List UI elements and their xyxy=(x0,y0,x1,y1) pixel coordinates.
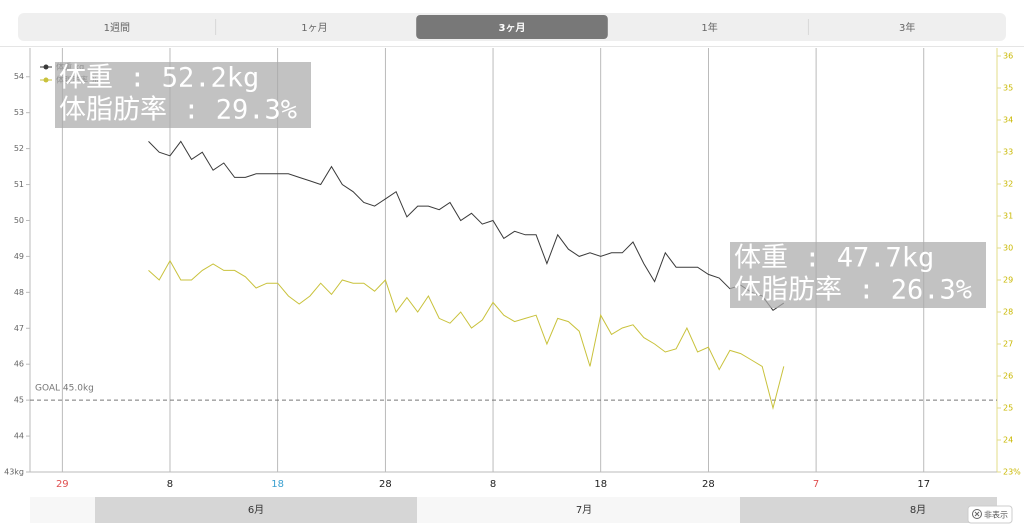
y2-tick-label: 25 xyxy=(1003,404,1013,413)
y-tick-label: 52 xyxy=(14,144,24,153)
annotation-box xyxy=(730,242,986,308)
hide-icon xyxy=(972,509,982,519)
month-label: 7月 xyxy=(576,504,592,516)
annotation-text: 体脂肪率 : 26.3% xyxy=(734,275,972,306)
y2-tick-label: 24 xyxy=(1003,436,1013,445)
annotation-box xyxy=(55,62,311,128)
x-tick-label: 29 xyxy=(56,479,69,490)
y2-tick-label: 32 xyxy=(1003,180,1013,189)
y2-tick-label: 31 xyxy=(1003,212,1013,221)
tab-selected[interactable] xyxy=(416,15,608,39)
tab[interactable]: 3年 xyxy=(899,21,915,34)
y-tick-label: 53 xyxy=(14,108,24,117)
month-label: 6月 xyxy=(248,504,264,516)
x-tick-label: 18 xyxy=(594,479,607,490)
month-aug xyxy=(740,497,997,523)
y2-tick-label: 29 xyxy=(1003,276,1013,285)
legend-dot xyxy=(43,64,49,70)
data-line xyxy=(148,259,785,410)
x-tick-label: 7 xyxy=(813,479,819,490)
tab[interactable]: 3ヶ月 xyxy=(499,22,526,34)
y-tick-label: 44 xyxy=(14,432,24,441)
y-tick-label: 48 xyxy=(14,288,24,297)
x-tick-label: 28 xyxy=(702,479,715,490)
y-tick-label: 54 xyxy=(14,72,24,81)
y2-tick-label: 36 xyxy=(1003,52,1013,61)
y-tick-label: 50 xyxy=(14,216,24,225)
y-tick-label: 49 xyxy=(14,252,24,261)
annotation-text: 体脂肪率 : 29.3% xyxy=(59,95,297,126)
y2-tick-label: 28 xyxy=(1003,308,1013,317)
x-tick-label: 28 xyxy=(379,479,392,490)
tab[interactable]: 1週間 xyxy=(104,22,130,34)
legend-dot xyxy=(43,77,49,83)
y-tick-label: 43kg xyxy=(4,468,24,477)
data-line xyxy=(148,140,785,311)
y2-tick-label: 27 xyxy=(1003,340,1013,349)
y2-tick-label: 33 xyxy=(1003,148,1013,157)
hide-button-label: 非表示 xyxy=(984,510,1008,520)
y2-tick-label: 26 xyxy=(1003,372,1013,381)
hide-icon-x xyxy=(974,511,980,517)
tab[interactable]: 1ヶ月 xyxy=(301,22,327,34)
y2-tick-label: 23% xyxy=(1003,468,1021,477)
y-tick-label: 46 xyxy=(14,360,24,369)
month-june xyxy=(95,497,417,523)
x-tick-label: 18 xyxy=(271,479,284,490)
y2-tick-label: 34 xyxy=(1003,116,1013,125)
y2-tick-label: 30 xyxy=(1003,244,1013,253)
x-tick-label: 8 xyxy=(490,479,496,490)
tab[interactable]: 1年 xyxy=(701,21,717,34)
x-tick-label: 8 xyxy=(167,479,173,490)
y-tick-label: 45 xyxy=(14,396,24,405)
goal-label: GOAL 45.0kg xyxy=(35,384,94,394)
x-tick-label: 17 xyxy=(917,479,930,490)
annotation-text: 体重 : 52.2kg xyxy=(59,63,259,94)
y-tick-label: 47 xyxy=(14,324,24,333)
y2-tick-label: 35 xyxy=(1003,84,1013,93)
annotation-text: 体重 : 47.7kg xyxy=(734,243,934,274)
month-label: 8月 xyxy=(910,504,926,516)
divider xyxy=(0,46,1024,47)
y-tick-label: 51 xyxy=(14,180,24,189)
